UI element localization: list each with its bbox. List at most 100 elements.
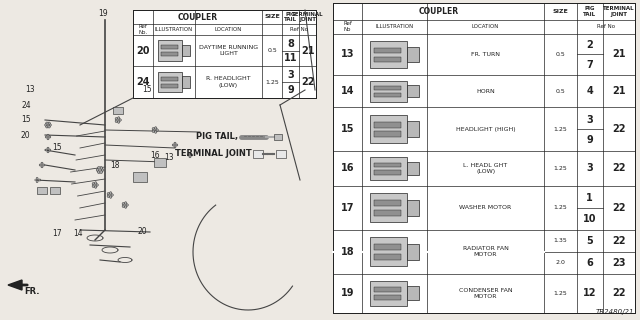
Text: 1.25: 1.25 <box>554 166 567 171</box>
Circle shape <box>126 204 129 206</box>
Text: 13: 13 <box>341 50 355 60</box>
Circle shape <box>154 131 157 133</box>
Text: 19: 19 <box>98 9 108 18</box>
Text: 2.0: 2.0 <box>556 260 565 265</box>
Text: DAYTIME RUNNING
LIGHT: DAYTIME RUNNING LIGHT <box>199 45 258 56</box>
Circle shape <box>172 144 174 146</box>
Text: SIZE: SIZE <box>264 14 280 20</box>
Bar <box>374 57 401 62</box>
Bar <box>374 295 401 300</box>
Circle shape <box>115 117 118 120</box>
Circle shape <box>124 206 127 208</box>
Bar <box>371 157 407 180</box>
Bar <box>161 45 178 49</box>
Text: 15: 15 <box>52 143 62 153</box>
Text: 3: 3 <box>586 164 593 173</box>
Text: Ref
No: Ref No <box>343 21 352 32</box>
Text: 7: 7 <box>586 60 593 70</box>
Text: Ref
No.: Ref No. <box>138 24 148 35</box>
Circle shape <box>45 136 47 138</box>
Text: PIG
TAIL: PIG TAIL <box>284 12 297 22</box>
Text: LOCATION: LOCATION <box>215 27 242 32</box>
Bar <box>133 10 316 98</box>
Text: 16: 16 <box>150 150 160 159</box>
Bar <box>371 193 407 222</box>
Bar <box>374 93 401 97</box>
Circle shape <box>107 193 109 195</box>
Text: 20: 20 <box>20 131 30 140</box>
Circle shape <box>117 121 120 123</box>
Bar <box>276 150 286 158</box>
Bar <box>374 170 401 175</box>
Bar <box>37 187 47 194</box>
Bar <box>182 76 189 88</box>
Text: 22: 22 <box>612 288 625 298</box>
Circle shape <box>117 117 120 119</box>
Text: TERMINAL
JOINT: TERMINAL JOINT <box>292 12 323 22</box>
Text: 1: 1 <box>586 193 593 203</box>
Bar <box>158 40 182 60</box>
Circle shape <box>47 138 49 140</box>
Circle shape <box>45 122 48 124</box>
Text: WASHER MOTOR: WASHER MOTOR <box>460 205 512 210</box>
Bar <box>407 286 419 300</box>
Circle shape <box>174 142 176 144</box>
Circle shape <box>36 180 38 183</box>
Text: 14: 14 <box>73 229 83 238</box>
Bar <box>113 107 123 114</box>
Circle shape <box>122 203 125 205</box>
Text: 11: 11 <box>284 53 297 63</box>
Circle shape <box>36 177 38 180</box>
Text: L. HEADL GHT
(LOW): L. HEADL GHT (LOW) <box>463 163 508 174</box>
Circle shape <box>109 192 112 194</box>
Circle shape <box>101 169 104 172</box>
Bar <box>374 122 401 128</box>
Text: 22: 22 <box>612 164 625 173</box>
Bar <box>374 86 401 90</box>
Text: 20: 20 <box>136 45 150 55</box>
Text: 5: 5 <box>586 236 593 246</box>
Text: 1.25: 1.25 <box>265 79 279 84</box>
Text: HEADLIGHT (HIGH): HEADLIGHT (HIGH) <box>456 127 515 132</box>
Text: CONDENSER FAN
MOTOR: CONDENSER FAN MOTOR <box>459 288 513 299</box>
Circle shape <box>95 186 97 188</box>
Circle shape <box>96 169 99 172</box>
Text: 22: 22 <box>612 236 625 246</box>
Text: FR.: FR. <box>24 287 40 297</box>
Circle shape <box>124 202 127 204</box>
Text: 21: 21 <box>612 50 625 60</box>
Circle shape <box>187 154 189 156</box>
Bar <box>133 172 147 182</box>
Text: 3: 3 <box>287 70 294 80</box>
Bar <box>371 237 407 266</box>
Text: 13: 13 <box>25 85 35 94</box>
Text: ILLUSTRATION: ILLUSTRATION <box>155 27 193 32</box>
Text: SIZE: SIZE <box>552 9 568 14</box>
Bar <box>161 84 178 88</box>
Bar <box>407 47 419 62</box>
Circle shape <box>45 125 48 128</box>
Circle shape <box>48 125 51 128</box>
Text: 0.5: 0.5 <box>267 48 277 53</box>
Text: Ref No: Ref No <box>596 24 615 29</box>
Bar <box>371 115 407 143</box>
Text: 16: 16 <box>341 164 355 173</box>
Circle shape <box>92 182 95 185</box>
Text: 18: 18 <box>341 247 355 257</box>
Circle shape <box>49 136 51 138</box>
Text: ILLUSTRATION: ILLUSTRATION <box>376 24 414 29</box>
Bar <box>374 244 401 250</box>
Text: 15: 15 <box>142 85 152 94</box>
Text: FR. TURN: FR. TURN <box>471 52 500 57</box>
Bar <box>374 287 401 292</box>
Text: 17: 17 <box>52 229 62 238</box>
Circle shape <box>122 205 125 207</box>
Text: 9: 9 <box>586 135 593 145</box>
Circle shape <box>43 164 45 166</box>
Bar <box>374 254 401 260</box>
Text: 20: 20 <box>137 228 147 236</box>
Text: 13: 13 <box>164 154 174 163</box>
Circle shape <box>48 122 51 124</box>
Text: 19: 19 <box>341 288 355 298</box>
Text: 21: 21 <box>612 86 625 96</box>
